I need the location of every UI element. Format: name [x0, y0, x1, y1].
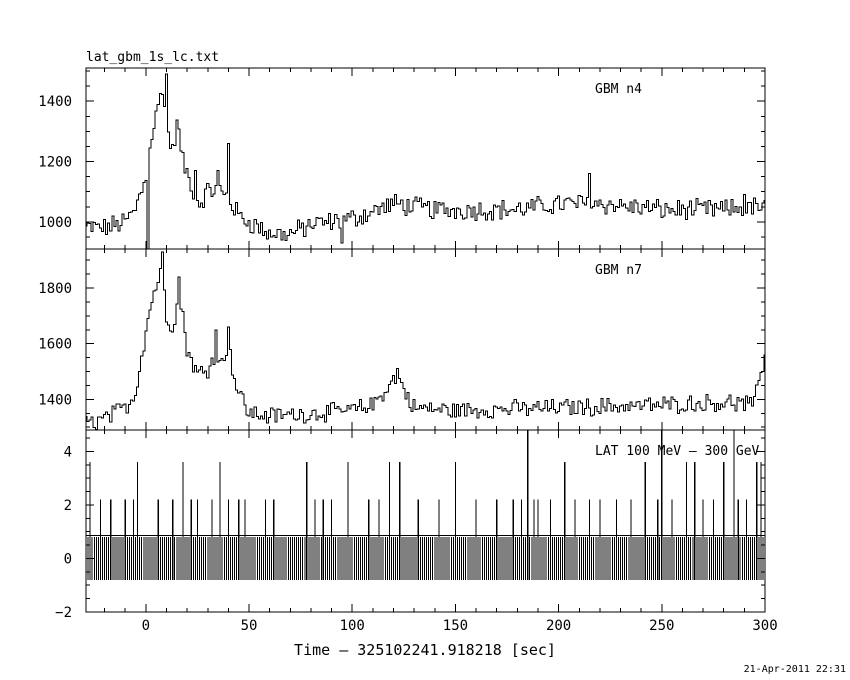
- panel-label: GBM n4: [595, 82, 642, 97]
- x-tick-label: 50: [241, 618, 258, 634]
- panel-frame: [85, 67, 766, 250]
- y-tick-label: 1800: [38, 281, 72, 297]
- y-tick-label: 0: [64, 551, 72, 567]
- y-tick-label: 1400: [38, 94, 72, 110]
- x-tick-label: 0: [142, 618, 150, 634]
- panel-frame: [85, 429, 766, 613]
- panel-3: 0 50 100 150 200 250 300 −2 0 2 4 LAT 100 MeV – 300…: [55, 429, 778, 634]
- light-curve-1: [86, 73, 765, 249]
- panel-2: 1400 1600 1800 GBM n7: [38, 248, 766, 431]
- y-tick-label: 2: [64, 498, 72, 514]
- y-tick-label: 1400: [38, 392, 72, 408]
- y-tick-label: 1200: [38, 155, 72, 171]
- x-tick-label: 200: [546, 618, 571, 634]
- timestamp: 21-Apr-2011 22:31: [744, 664, 846, 675]
- x-tick-label: 150: [443, 618, 468, 634]
- chart-title: lat_gbm_1s_lc.txt: [86, 50, 219, 65]
- y-tick-label: 1600: [38, 337, 72, 353]
- y-tick-label: 1000: [38, 215, 72, 231]
- x-axis-label: Time – 325102241.918218 [sec]: [294, 641, 556, 659]
- x-tick-label: 100: [340, 618, 365, 634]
- lat-event-bars: [86, 430, 765, 580]
- x-tick-label: 250: [649, 618, 674, 634]
- y-tick-label: 4: [64, 444, 72, 460]
- y-tick-label: −2: [55, 605, 72, 621]
- panel-label: GBM n7: [595, 263, 642, 278]
- panel-1: 1000 1200 1400 GBM n4: [38, 67, 766, 250]
- x-tick-label: 300: [752, 618, 777, 634]
- light-curve-2: [86, 251, 765, 430]
- panel-label: LAT 100 MeV – 300 GeV: [595, 444, 760, 459]
